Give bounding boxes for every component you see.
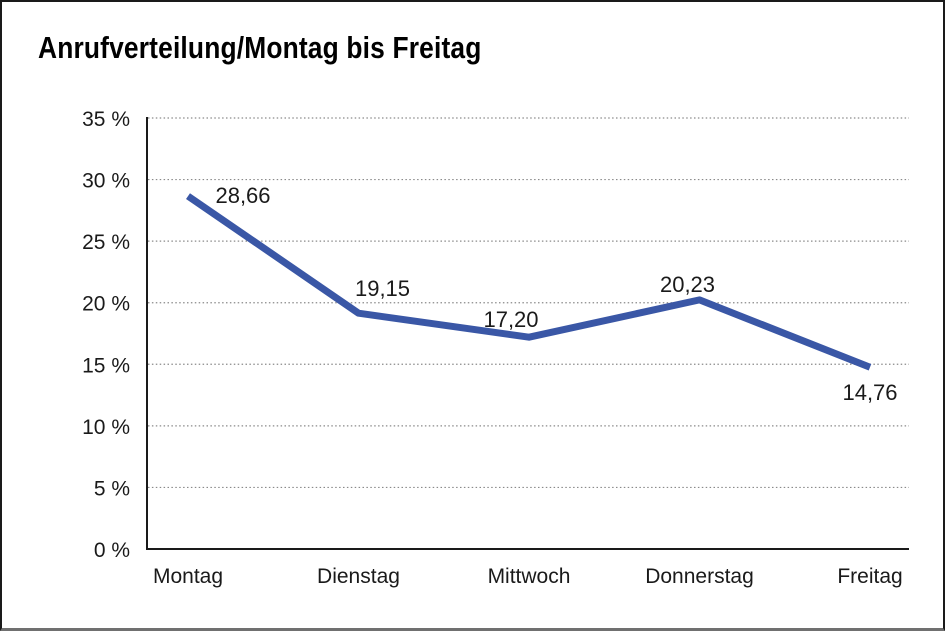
y-tick-label: 20 % (82, 293, 130, 316)
y-tick-label: 5 % (94, 477, 130, 500)
y-tick-label: 35 % (82, 108, 130, 131)
value-label: 19,15 (355, 276, 410, 301)
y-tick-label: 25 % (82, 231, 130, 254)
category-label: Freitag (837, 565, 902, 588)
value-label: 28,66 (215, 183, 270, 208)
y-tick-label: 15 % (82, 354, 130, 377)
category-label: Mittwoch (488, 565, 571, 588)
category-label: Dienstag (317, 565, 400, 588)
y-tick-label: 0 % (94, 539, 130, 562)
category-label: Montag (153, 565, 223, 588)
value-label: 17,20 (483, 307, 538, 332)
value-label: 14,76 (842, 380, 897, 405)
category-label: Donnerstag (645, 565, 754, 588)
value-label: 20,23 (660, 272, 715, 297)
chart-title: Anrufverteilung/Montag bis Freitag (38, 30, 482, 65)
y-tick-label: 30 % (82, 170, 130, 193)
series-line (186, 193, 872, 371)
y-tick-label: 10 % (82, 416, 130, 439)
